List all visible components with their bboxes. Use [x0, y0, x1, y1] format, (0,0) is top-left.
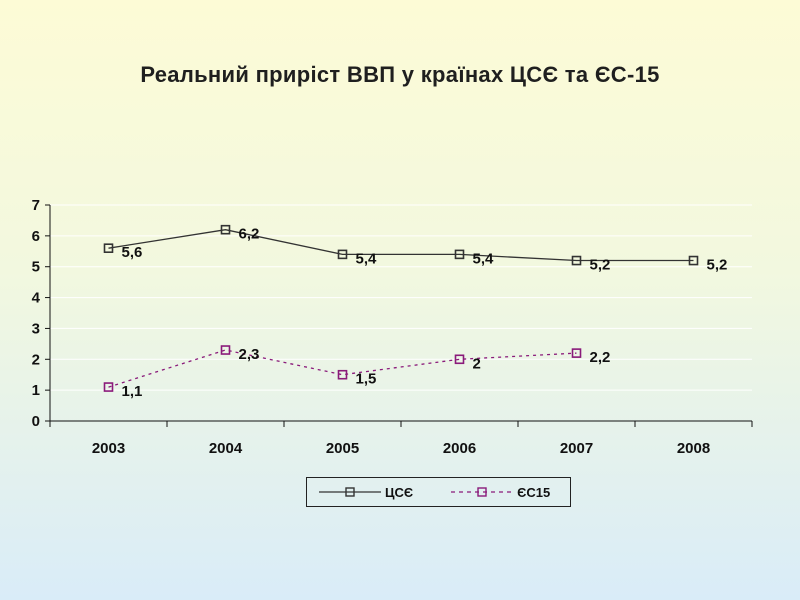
x-tick-label: 2008	[677, 440, 710, 457]
y-tick-label: 1	[32, 382, 40, 399]
data-point-series1	[688, 255, 699, 266]
data-label-series2: 2	[473, 355, 481, 372]
data-point-series1	[454, 249, 465, 260]
axes	[45, 204, 753, 427]
x-tick-label: 2007	[560, 440, 593, 457]
data-label-series1: 5,2	[707, 257, 728, 274]
x-axis-ticks: 2003 2004 2005 2006 2007 2008	[92, 440, 710, 457]
legend-swatch-series1	[319, 487, 381, 497]
data-point-series1	[571, 255, 582, 266]
data-point-series1	[103, 243, 114, 253]
legend-item-series2: ЄС15	[451, 485, 550, 500]
data-label-series2: 2,3	[239, 346, 260, 363]
data-label-series2: 1,1	[122, 383, 143, 400]
y-axis-ticks: 0 1 2 3 4 5 6 7	[32, 197, 41, 430]
data-label-series1: 5,4	[356, 250, 378, 267]
data-point-series2	[103, 382, 114, 392]
data-label-series2: 1,5	[356, 371, 377, 388]
data-point-series2	[454, 354, 465, 365]
gridlines	[50, 204, 752, 391]
y-tick-label: 6	[32, 228, 40, 245]
series-line-2	[108, 349, 577, 388]
data-label-series1: 6,2	[239, 226, 260, 243]
data-point-series2	[571, 348, 582, 358]
data-point-series1	[220, 224, 231, 235]
data-label-series2: 2,2	[590, 349, 611, 366]
series-points	[103, 224, 699, 392]
data-point-series1	[337, 249, 348, 260]
data-labels: 5,6 6,2 5,4 5,4 5,2 5,2 1,1 2,3 1,5 2 2,2	[122, 226, 728, 400]
data-point-series2	[220, 345, 231, 355]
x-tick-label: 2006	[443, 440, 476, 457]
series-line-1	[108, 229, 694, 262]
y-tick-label: 4	[32, 290, 41, 307]
data-point-series2	[337, 369, 348, 380]
y-tick-label: 0	[32, 413, 40, 430]
y-tick-label: 7	[32, 197, 40, 214]
legend-label-series1: ЦСЄ	[385, 484, 414, 500]
x-tick-label: 2005	[326, 440, 359, 457]
legend-swatch-series2	[451, 487, 514, 497]
x-tick-label: 2004	[209, 440, 243, 457]
data-label-series1: 5,2	[590, 257, 611, 274]
y-tick-label: 5	[32, 259, 40, 276]
data-label-series1: 5,4	[473, 250, 495, 267]
chart-title: Реальний приріст ВВП у країнах ЦСЄ та ЄС…	[140, 62, 660, 87]
legend-label-series2: ЄС15	[517, 484, 551, 500]
data-label-series1: 5,6	[122, 244, 143, 261]
series-lines	[108, 229, 694, 388]
y-tick-label: 3	[32, 320, 40, 337]
x-tick-label: 2003	[92, 440, 125, 457]
legend: ЦСЄ ЄС15	[306, 477, 571, 507]
y-tick-label: 2	[32, 351, 40, 368]
legend-item-series1: ЦСЄ	[319, 485, 413, 500]
